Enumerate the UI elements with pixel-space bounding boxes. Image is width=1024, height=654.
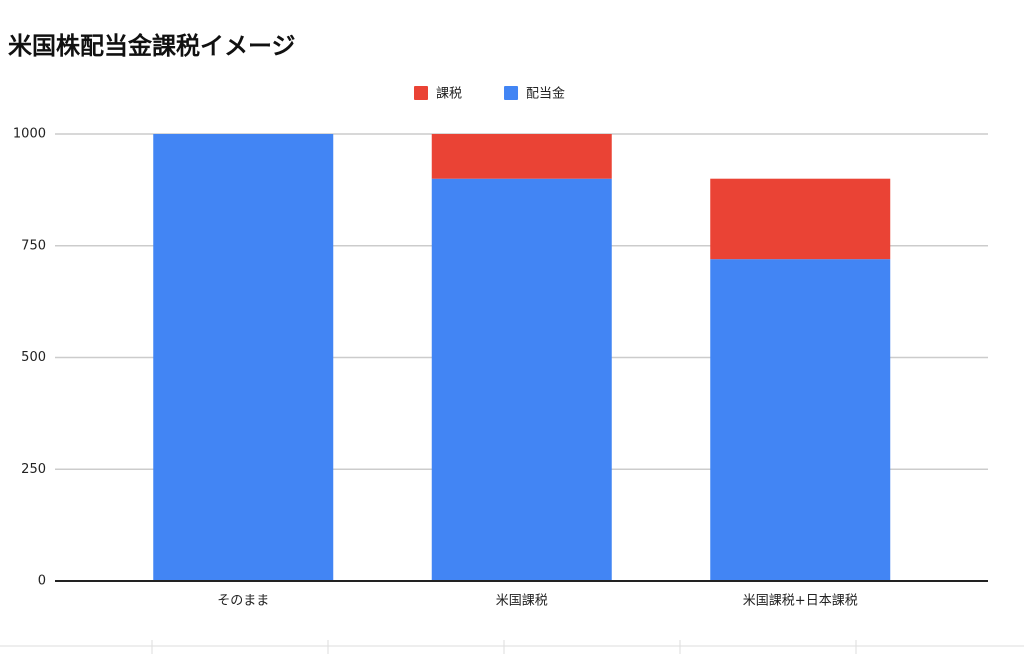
bar-segment [710, 259, 891, 581]
bar-segment [431, 178, 612, 581]
chart-title: 米国株配当金課税イメージ [8, 32, 296, 60]
y-tick-label: 500 [21, 350, 46, 365]
bar-segment [431, 134, 612, 179]
legend-label: 課税 [436, 86, 462, 102]
y-tick-label: 750 [21, 238, 46, 253]
legend-label: 配当金 [526, 86, 565, 102]
legend-swatch [414, 86, 428, 100]
y-tick-label: 250 [21, 462, 46, 477]
frame-decoration [0, 640, 1024, 654]
y-tick-label: 1000 [13, 127, 46, 142]
x-tick-label: 米国課税+日本課税 [743, 593, 858, 609]
x-tick-label: 米国課税 [496, 593, 548, 609]
bar-segment [153, 134, 334, 581]
bar-segment [710, 178, 891, 260]
y-tick-label: 0 [38, 574, 46, 589]
legend-swatch [504, 86, 519, 100]
x-tick-label: そのまま [217, 594, 269, 609]
